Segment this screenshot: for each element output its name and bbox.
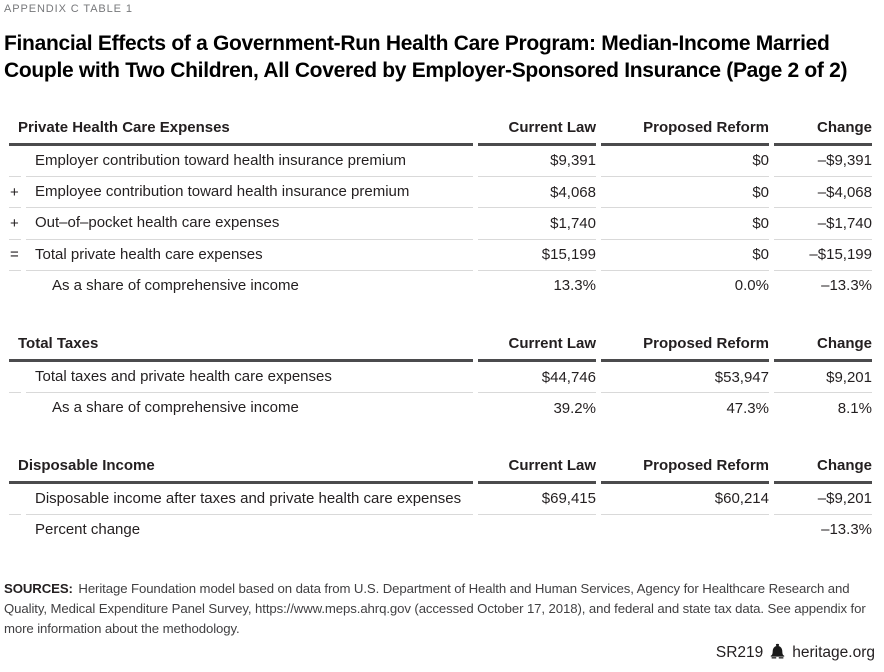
table-row: Employer contribution toward health insu… [9, 146, 872, 177]
value-current-law: 13.3% [553, 277, 596, 295]
value-proposed-reform: $60,214 [601, 484, 769, 515]
table-row: As a share of comprehensive income 39.2%… [9, 393, 872, 423]
value-proposed-reform: $0 [601, 208, 769, 240]
column-header-change: Change [774, 331, 872, 362]
page-title: Financial Effects of a Government-Run He… [4, 32, 848, 82]
column-header-current-law: Current Law [478, 453, 596, 484]
row-label: As a share of comprehensive income [52, 276, 299, 294]
disposable-income-table: Disposable Income Current Law Proposed R… [4, 453, 877, 546]
row-operator: = [9, 240, 21, 271]
column-header-current-law: Current Law [478, 115, 596, 146]
row-operator [9, 362, 21, 394]
row-label: Out–of–pocket health care expenses [26, 208, 473, 240]
value-change: –13.3% [821, 277, 872, 295]
value-proposed-reform: $53,947 [601, 362, 769, 394]
row-label: Disposable income after taxes and privat… [26, 484, 473, 515]
value-change: –$4,068 [774, 177, 872, 209]
value-change: –13.3% [821, 521, 872, 539]
value-current-law: $1,740 [478, 208, 596, 240]
report-page: APPENDIX C TABLE 1 Financial Effects of … [4, 3, 877, 639]
total-taxes-table: Total Taxes Current Law Proposed Reform … [4, 331, 877, 424]
value-change: –$9,391 [774, 146, 872, 177]
value-change: –$1,740 [774, 208, 872, 240]
value-current-law: $44,746 [478, 362, 596, 394]
value-current-law: 39.2% [553, 399, 596, 417]
table-kicker: APPENDIX C TABLE 1 [4, 3, 133, 15]
table-row: Percent change –13.3% [9, 515, 872, 545]
value-proposed-reform: 0.0% [734, 277, 769, 295]
value-change: 8.1% [837, 399, 872, 417]
column-header-change: Change [774, 453, 872, 484]
row-operator [9, 393, 21, 423]
sources-note: SOURCES: Heritage Foundation model based… [4, 579, 870, 639]
value-proposed-reform [601, 515, 769, 545]
value-current-law: $9,391 [478, 146, 596, 177]
column-header-current-law: Current Law [478, 331, 596, 362]
value-current-law: $15,199 [478, 240, 596, 271]
value-proposed-reform: 47.3% [726, 399, 769, 417]
value-change: –$9,201 [774, 484, 872, 515]
column-header-proposed-reform: Proposed Reform [601, 115, 769, 146]
table-row: + Out–of–pocket health care expenses $1,… [9, 208, 872, 240]
value-proposed-reform: $0 [601, 240, 769, 271]
liberty-bell-icon [769, 643, 786, 664]
row-operator [9, 146, 21, 177]
sources-label: SOURCES: [4, 581, 73, 596]
row-label: Percent change [35, 520, 141, 538]
footer-site: heritage.org [792, 644, 875, 661]
row-label: Total private health care expenses [26, 240, 473, 271]
report-id: SR219 [715, 644, 764, 661]
sources-text: Heritage Foundation model based on data … [4, 581, 866, 637]
row-label: Employer contribution toward health insu… [26, 146, 473, 177]
row-operator: + [9, 208, 21, 240]
row-label: As a share of comprehensive income [52, 399, 299, 417]
section-title: Private Health Care Expenses [9, 115, 473, 146]
table-row: + Employee contribution toward health in… [9, 177, 872, 209]
table-header-row: Private Health Care Expenses Current Law… [9, 115, 872, 146]
row-label: Total taxes and private health care expe… [26, 362, 473, 394]
value-proposed-reform: $0 [601, 146, 769, 177]
private-expenses-table: Private Health Care Expenses Current Law… [4, 115, 877, 301]
table-row: Total taxes and private health care expe… [9, 362, 872, 394]
row-operator: + [9, 177, 21, 209]
page-footer: SR219 heritage.org [716, 642, 875, 664]
row-operator [9, 515, 21, 545]
table-row: As a share of comprehensive income 13.3%… [9, 271, 872, 301]
section-title: Total Taxes [9, 331, 473, 362]
column-header-change: Change [774, 115, 872, 146]
row-operator [9, 484, 21, 515]
value-proposed-reform: $0 [601, 177, 769, 209]
column-header-proposed-reform: Proposed Reform [601, 331, 769, 362]
value-current-law: $69,415 [478, 484, 596, 515]
value-current-law: $4,068 [478, 177, 596, 209]
section-title: Disposable Income [9, 453, 473, 484]
value-change: –$15,199 [774, 240, 872, 271]
row-operator [9, 271, 21, 301]
value-change: $9,201 [774, 362, 872, 394]
value-current-law [478, 515, 596, 545]
table-row: Disposable income after taxes and privat… [9, 484, 872, 515]
table-header-row: Total Taxes Current Law Proposed Reform … [9, 331, 872, 362]
table-header-row: Disposable Income Current Law Proposed R… [9, 453, 872, 484]
row-label: Employee contribution toward health insu… [26, 177, 473, 209]
column-header-proposed-reform: Proposed Reform [601, 453, 769, 484]
table-row: = Total private health care expenses $15… [9, 240, 872, 271]
